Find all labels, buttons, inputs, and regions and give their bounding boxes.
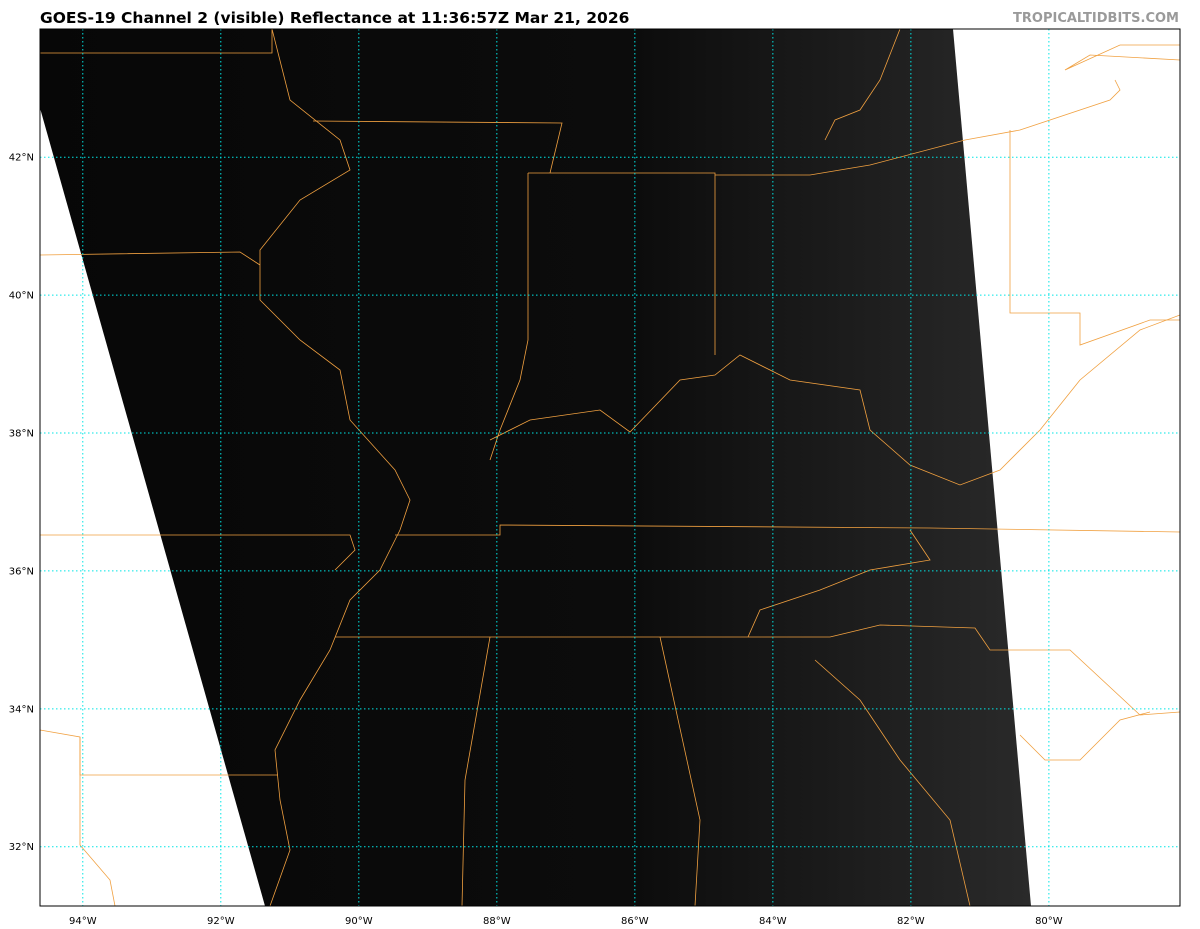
lon-tick-label: 92°W <box>207 916 235 927</box>
lon-tick-label: 94°W <box>69 916 97 927</box>
lon-tick-label: 86°W <box>621 916 649 927</box>
lat-tick-label: 32°N <box>9 842 34 853</box>
lat-tick-label: 38°N <box>9 429 34 440</box>
lon-tick-label: 82°W <box>897 916 925 927</box>
lat-tick-label: 36°N <box>9 566 34 577</box>
lat-tick-label: 40°N <box>9 291 34 302</box>
lon-tick-label: 88°W <box>483 916 511 927</box>
satellite-imagery-swath <box>40 29 1031 906</box>
lon-tick-label: 80°W <box>1035 916 1063 927</box>
political-borders <box>40 29 1180 906</box>
credit-watermark: TROPICALTIDBITS.COM <box>1013 11 1179 26</box>
map-title: GOES-19 Channel 2 (visible) Reflectance … <box>40 9 630 27</box>
lon-tick-label: 90°W <box>345 916 373 927</box>
lat-tick-label: 42°N <box>9 153 34 164</box>
lon-tick-label: 84°W <box>759 916 787 927</box>
map-frame <box>39 28 1181 907</box>
lat-tick-label: 34°N <box>9 704 34 715</box>
